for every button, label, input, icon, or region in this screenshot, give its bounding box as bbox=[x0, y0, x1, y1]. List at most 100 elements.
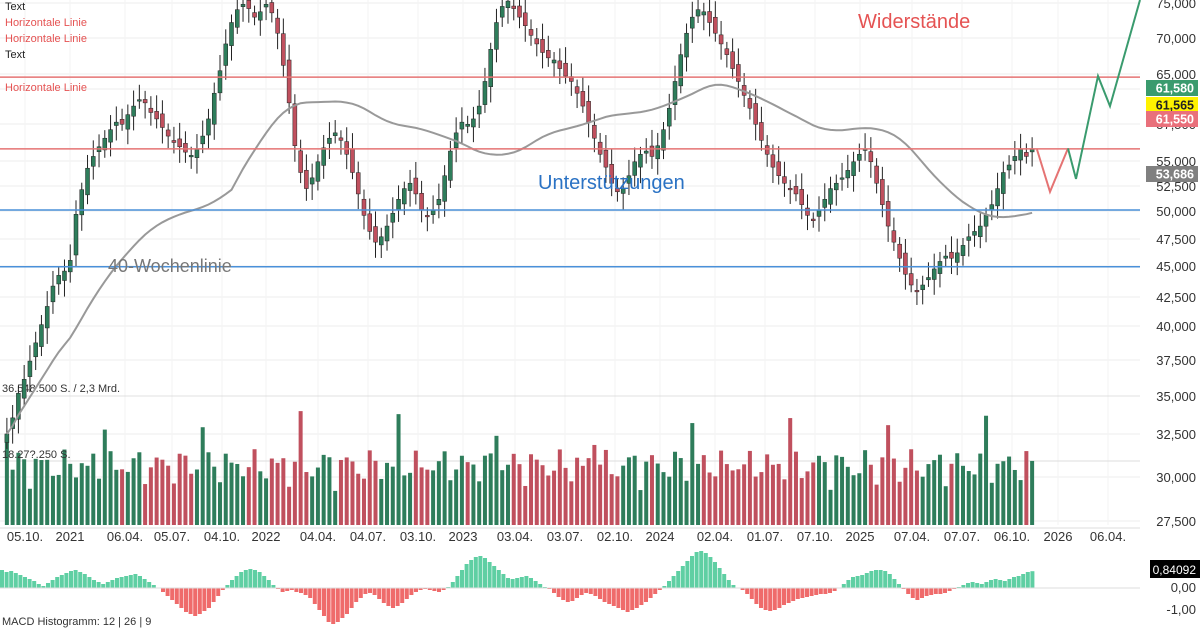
macd-bar bbox=[759, 588, 763, 608]
macd-bar bbox=[648, 588, 653, 598]
volume-bar bbox=[638, 490, 643, 525]
volume-bar bbox=[327, 457, 332, 525]
candle-body bbox=[580, 91, 586, 107]
candle-body bbox=[1024, 152, 1029, 157]
macd-last-value: 0,84092 bbox=[1153, 563, 1197, 577]
macd-bar bbox=[584, 588, 589, 593]
candle-body bbox=[1018, 148, 1023, 161]
macd-bar bbox=[280, 588, 285, 592]
macd-bar bbox=[938, 588, 943, 594]
volume-bar bbox=[828, 489, 833, 525]
candle-body bbox=[246, 0, 252, 9]
macd-bar bbox=[667, 581, 671, 588]
macd-bar bbox=[860, 575, 865, 588]
y-tick-label: 45,000 bbox=[1156, 259, 1196, 274]
macd-bar bbox=[510, 579, 515, 588]
candle-body bbox=[298, 150, 303, 173]
macd-bar bbox=[570, 588, 575, 601]
volume-bar bbox=[932, 460, 937, 525]
candle-body bbox=[620, 188, 626, 194]
macd-bar bbox=[864, 573, 869, 588]
candle-body bbox=[972, 231, 977, 236]
macd-bar bbox=[782, 588, 786, 605]
macd-bar bbox=[588, 588, 593, 594]
candle-body bbox=[528, 29, 534, 36]
candle-body bbox=[626, 175, 632, 184]
macd-bar bbox=[349, 588, 354, 608]
volume-bar bbox=[16, 452, 21, 525]
candle-body bbox=[338, 137, 344, 141]
candle-body bbox=[459, 121, 465, 130]
y-tick-label: 47,500 bbox=[1156, 232, 1196, 247]
macd-bar bbox=[795, 588, 800, 599]
macd-bar bbox=[73, 570, 78, 588]
volume-bar bbox=[529, 454, 534, 525]
volume-bar bbox=[45, 459, 50, 525]
candle-body bbox=[286, 59, 292, 104]
macd-bar bbox=[331, 588, 336, 624]
candle-body bbox=[632, 161, 637, 176]
candle-body bbox=[165, 129, 171, 137]
candle-body bbox=[33, 342, 38, 358]
candle-body bbox=[361, 198, 367, 216]
candle-body bbox=[309, 177, 315, 185]
volume-bar bbox=[557, 449, 562, 525]
y-tick-label: 50,000 bbox=[1156, 204, 1196, 219]
macd-bar bbox=[561, 588, 566, 600]
y-tick-label: 75,000 bbox=[1156, 0, 1196, 11]
candle-body bbox=[816, 209, 822, 217]
candle-body bbox=[194, 148, 200, 158]
candle-body bbox=[252, 12, 257, 18]
volume-bar bbox=[494, 435, 499, 525]
volume-bar bbox=[292, 461, 297, 525]
candle-body bbox=[747, 98, 753, 109]
candle-body bbox=[344, 141, 349, 155]
candle-body bbox=[782, 176, 787, 184]
macd-bar bbox=[124, 576, 129, 588]
volume-bar bbox=[471, 464, 476, 525]
macd-bar bbox=[993, 579, 998, 588]
volume-bar bbox=[949, 463, 954, 525]
macd-bar bbox=[524, 576, 529, 588]
x-tick-label: 04.04. bbox=[300, 529, 336, 544]
macd-bar bbox=[4, 572, 9, 588]
macd-bar bbox=[943, 588, 947, 593]
macd-bar bbox=[46, 583, 50, 588]
volume-bar bbox=[730, 470, 735, 525]
annotation-text: Horizontale Linie bbox=[5, 33, 87, 45]
x-tick-label: 2023 bbox=[449, 529, 478, 544]
macd-bar bbox=[101, 584, 106, 588]
candle-body bbox=[914, 290, 920, 293]
volume-bar bbox=[419, 467, 424, 525]
candle-body bbox=[511, 5, 516, 9]
volume-bar bbox=[811, 462, 816, 525]
y-tick-label: 27,500 bbox=[1156, 514, 1196, 529]
volume-bar bbox=[920, 476, 925, 525]
candle-body bbox=[903, 252, 908, 275]
macd-bar bbox=[634, 588, 639, 608]
x-tick-label: 03.10. bbox=[400, 529, 436, 544]
candle-body bbox=[171, 140, 177, 143]
candle-body bbox=[707, 11, 712, 23]
macd-bar bbox=[253, 570, 257, 588]
candle-body bbox=[753, 103, 758, 125]
candle-body bbox=[413, 177, 419, 195]
volume-bar bbox=[552, 470, 557, 525]
x-tick-label: 07.10. bbox=[797, 529, 833, 544]
volume-bar bbox=[333, 490, 338, 525]
volume-bar bbox=[39, 460, 44, 525]
volume-bar bbox=[834, 455, 839, 525]
volume-bar bbox=[281, 458, 286, 525]
macd-bar bbox=[874, 570, 878, 588]
x-tick-label: 2024 bbox=[646, 529, 675, 544]
volume-bar bbox=[171, 483, 176, 525]
volume-bar bbox=[926, 464, 931, 525]
volume-bar bbox=[649, 455, 654, 525]
candle-body bbox=[615, 187, 620, 193]
macd-bar bbox=[818, 588, 823, 594]
macd-bar bbox=[110, 580, 115, 588]
annotation-text: Text bbox=[5, 49, 25, 61]
macd-bar bbox=[257, 572, 262, 588]
candle-body bbox=[269, 2, 275, 14]
volume-bar bbox=[972, 474, 977, 525]
